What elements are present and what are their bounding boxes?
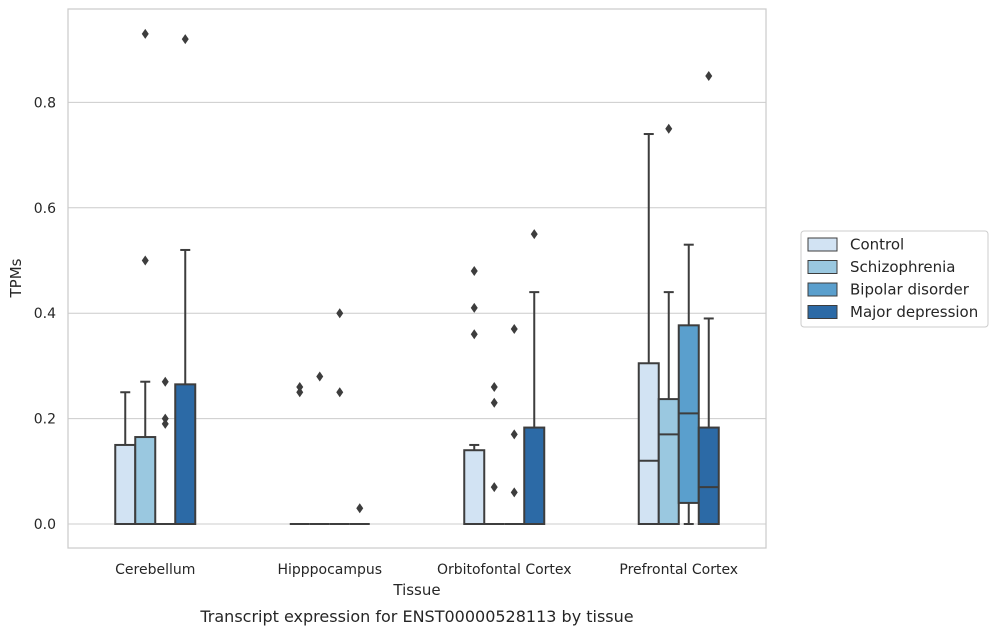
y-axis-title: TPMs bbox=[7, 258, 25, 298]
outlier-point bbox=[161, 418, 169, 429]
legend: Control Schizophrenia Bipolar disorder Majo… bbox=[800, 230, 989, 328]
box-schizophrenia bbox=[309, 371, 330, 525]
outlier-point bbox=[470, 329, 478, 340]
y-tick-label: 0.4 bbox=[34, 306, 56, 322]
box-body bbox=[697, 426, 720, 525]
outlier-point bbox=[161, 376, 169, 387]
outlier-point bbox=[510, 487, 518, 498]
box-bipolar-disorder bbox=[504, 324, 525, 525]
box-bipolar-disorder bbox=[677, 243, 700, 525]
x-tick-label: Prefrontal Cortex bbox=[619, 562, 738, 578]
box-body bbox=[114, 443, 137, 526]
outlier-point bbox=[181, 34, 189, 45]
box-bipolar-disorder bbox=[155, 376, 176, 525]
x-tick-label: Cerebellum bbox=[115, 562, 195, 578]
outlier-point bbox=[316, 371, 324, 382]
box-body bbox=[463, 449, 486, 525]
box-body bbox=[657, 398, 680, 526]
outlier-point bbox=[470, 266, 478, 277]
outlier-point bbox=[490, 381, 498, 392]
legend-swatch bbox=[807, 305, 838, 319]
y-tick-label: 0.6 bbox=[34, 201, 56, 217]
chart-caption: Transcript expression for ENST0000052811… bbox=[199, 607, 633, 626]
legend-label: Schizophrenia bbox=[850, 258, 955, 276]
box-schizophrenia bbox=[134, 28, 157, 526]
box-body bbox=[523, 426, 546, 525]
box-major-depression bbox=[523, 229, 546, 525]
box-bipolar-disorder bbox=[329, 308, 350, 525]
box-body bbox=[134, 436, 157, 526]
x-tick-label: Orbitofontal Cortex bbox=[437, 562, 572, 578]
legend-swatch bbox=[807, 237, 838, 252]
x-axis-title: Tissue bbox=[392, 581, 440, 599]
legend-label: Control bbox=[850, 236, 904, 254]
outlier-point bbox=[510, 324, 518, 335]
y-axis-ticks: 0.0 0.2 0.4 0.6 0.8 bbox=[34, 95, 56, 533]
outlier-point bbox=[141, 255, 149, 266]
outlier-point bbox=[705, 71, 713, 82]
box-body bbox=[174, 383, 197, 525]
outlier-point bbox=[530, 229, 538, 240]
outlier-point bbox=[336, 308, 344, 319]
y-tick-label: 0.2 bbox=[34, 412, 56, 428]
y-tick-label: 0.0 bbox=[34, 517, 56, 533]
box-plot-series bbox=[114, 28, 720, 526]
box-major-depression bbox=[349, 503, 370, 525]
outlier-point bbox=[296, 381, 304, 392]
box-control bbox=[463, 266, 486, 525]
box-body bbox=[637, 362, 660, 526]
x-tick-label: Hipppocampus bbox=[277, 562, 382, 578]
outlier-point bbox=[510, 429, 518, 440]
outlier-point bbox=[490, 397, 498, 408]
outlier-point bbox=[356, 503, 364, 514]
legend-swatch bbox=[807, 260, 838, 274]
plot-frame bbox=[67, 8, 767, 549]
outlier-point bbox=[141, 28, 149, 39]
outlier-point bbox=[296, 387, 304, 398]
legend-frame bbox=[800, 230, 989, 328]
outlier-point bbox=[336, 387, 344, 398]
outlier-point bbox=[161, 413, 169, 424]
outlier-point bbox=[470, 302, 478, 313]
x-axis-ticks: Cerebellum Hipppocampus Orbitofontal Corte… bbox=[115, 562, 738, 578]
box-schizophrenia bbox=[657, 123, 680, 526]
y-tick-label: 0.8 bbox=[34, 95, 56, 111]
outlier-point bbox=[665, 123, 673, 134]
box-control bbox=[637, 133, 660, 526]
legend-label: Bipolar disorder bbox=[850, 281, 970, 299]
legend-swatch bbox=[807, 282, 838, 297]
legend-label: Major depression bbox=[850, 303, 978, 321]
box-control bbox=[114, 391, 137, 526]
box-major-depression bbox=[697, 71, 720, 525]
box-control bbox=[289, 381, 310, 525]
outlier-point bbox=[490, 482, 498, 493]
box-major-depression bbox=[174, 34, 197, 525]
box-schizophrenia bbox=[484, 381, 505, 525]
